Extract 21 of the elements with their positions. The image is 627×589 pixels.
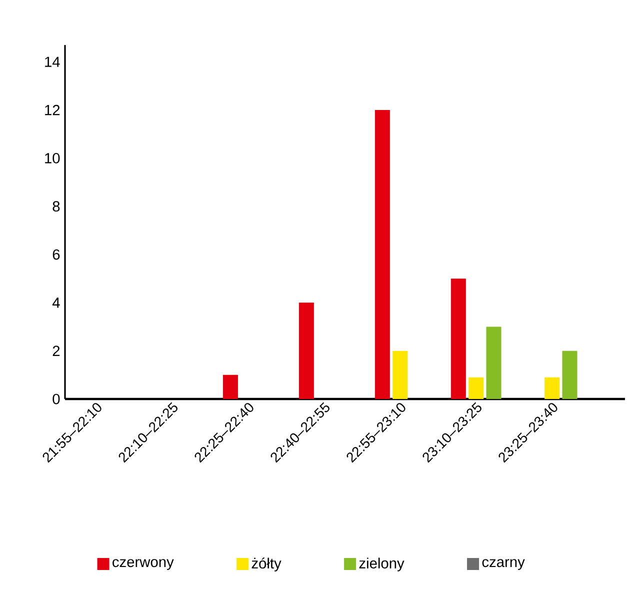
y-tick-label: 14	[45, 56, 60, 67]
bar	[392, 350, 408, 399]
bar	[222, 374, 238, 399]
bar	[544, 377, 560, 399]
y-tick-label: 6	[52, 249, 60, 260]
y-tick-label: 0	[52, 394, 60, 404]
bar	[468, 377, 484, 399]
legend-label: czarny	[482, 559, 525, 570]
y-tick-label: 2	[52, 346, 60, 356]
bar	[486, 326, 502, 399]
bar	[298, 302, 314, 399]
y-tick-label: 12	[45, 104, 60, 116]
y-tick-label: 10	[45, 153, 60, 164]
y-tick-label: 4	[52, 298, 60, 308]
legend-label: żółty	[252, 558, 282, 572]
legend-label: czerwony	[112, 559, 174, 570]
bar	[450, 278, 466, 399]
bar	[374, 110, 390, 399]
bar	[562, 350, 578, 399]
y-tick-label: 8	[52, 201, 60, 212]
legend-label: zielony	[359, 558, 404, 572]
